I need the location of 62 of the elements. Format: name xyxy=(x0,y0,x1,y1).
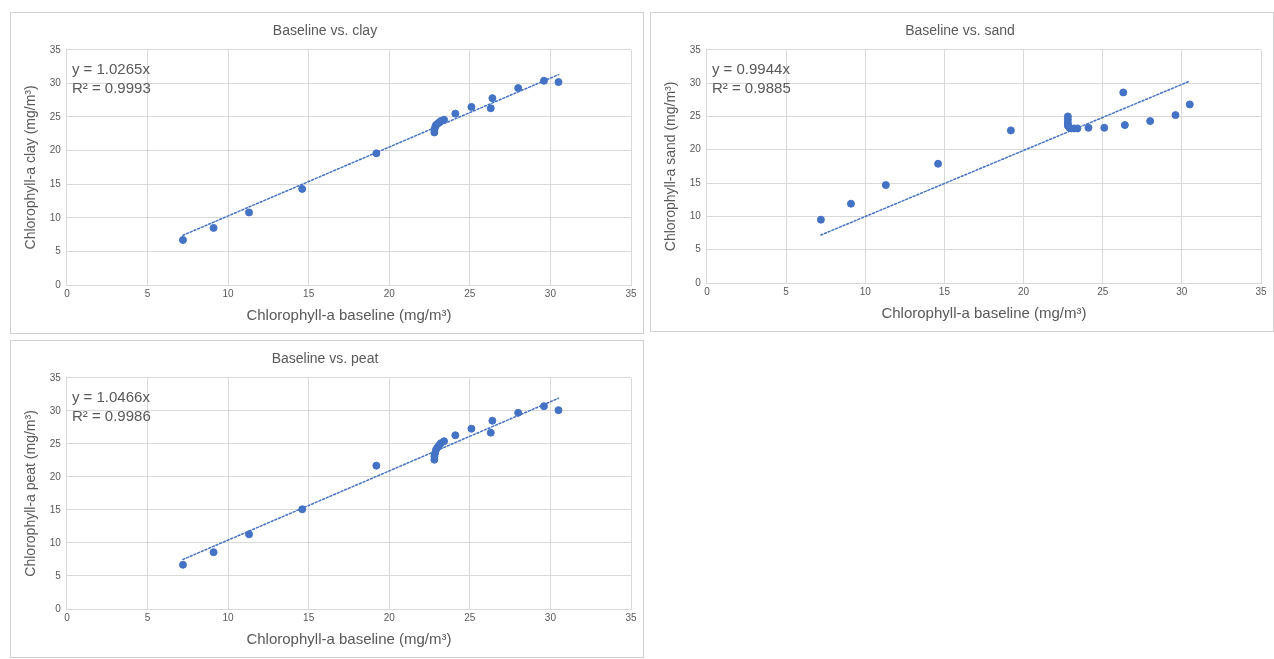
y-tick-label: 10 xyxy=(49,536,62,548)
annotation: R² = 0.9986 xyxy=(71,407,151,425)
x-tick-label: 5 xyxy=(783,285,790,297)
x-tick-label: 20 xyxy=(1017,285,1030,297)
y-tick-label: 20 xyxy=(49,470,62,482)
y-tick-label: 25 xyxy=(49,437,62,449)
x-tick-label: 25 xyxy=(464,287,476,299)
x-tick-label: 15 xyxy=(303,287,315,299)
annotation: y = 1.0265x xyxy=(71,60,151,78)
x-tick-label: 35 xyxy=(1255,285,1267,297)
x-tick-label: 5 xyxy=(144,287,151,299)
y-tick-label: 0 xyxy=(55,602,62,614)
x-axis-title: Chlorophyll-a baseline (mg/m³) xyxy=(246,306,452,324)
y-tick-label: 20 xyxy=(49,144,62,156)
y-tick-label: 35 xyxy=(49,371,62,383)
x-axis-title: Chlorophyll-a baseline (mg/m³) xyxy=(246,630,452,648)
x-tick-label: 20 xyxy=(383,287,396,299)
x-tick-label: 15 xyxy=(938,285,951,297)
x-tick-label: 25 xyxy=(1097,285,1109,297)
y-tick-label: 30 xyxy=(689,76,702,88)
x-tick-label: 15 xyxy=(303,611,315,623)
x-tick-label: 30 xyxy=(1176,285,1188,297)
y-tick-label: 30 xyxy=(49,77,62,89)
x-tick-label: 35 xyxy=(625,287,637,299)
x-tick-label: 0 xyxy=(64,611,71,623)
chart-title: Baseline vs. clay xyxy=(272,22,378,39)
y-tick-label: 35 xyxy=(689,43,702,55)
x-tick-label: 30 xyxy=(544,611,557,623)
y-tick-label: 20 xyxy=(689,143,702,155)
y-tick-label: 5 xyxy=(55,569,62,581)
annotation: y = 1.0466x xyxy=(71,388,151,406)
y-axis-title: Chlorophyll-a sand (mg/m³) xyxy=(662,81,679,252)
x-tick-label: 30 xyxy=(544,287,557,299)
y-tick-label: 10 xyxy=(689,210,702,222)
y-tick-label: 30 xyxy=(49,404,62,416)
x-tick-label: 0 xyxy=(704,285,711,297)
y-tick-label: 35 xyxy=(49,43,62,55)
annotation: R² = 0.9885 xyxy=(711,79,791,97)
annotation: y = 0.9944x xyxy=(711,60,791,78)
annotation: R² = 0.9993 xyxy=(71,79,151,97)
x-tick-label: 10 xyxy=(222,287,235,299)
y-axis-title: Chlorophyll-a peat (mg/m³) xyxy=(22,410,39,577)
chart-title: Baseline vs. sand xyxy=(905,22,1015,39)
chart-title: Baseline vs. peat xyxy=(271,350,379,367)
x-tick-label: 10 xyxy=(859,285,872,297)
x-tick-label: 20 xyxy=(383,611,396,623)
x-tick-label: 10 xyxy=(222,611,235,623)
x-axis-title: Chlorophyll-a baseline (mg/m³) xyxy=(881,304,1087,322)
y-tick-label: 5 xyxy=(695,243,702,255)
x-tick-label: 5 xyxy=(144,611,151,623)
y-tick-label: 25 xyxy=(49,110,62,122)
y-axis-title: Chlorophyll-a clay (mg/m³) xyxy=(22,85,39,250)
x-tick-label: 35 xyxy=(625,611,637,623)
y-tick-label: 0 xyxy=(695,276,702,288)
y-tick-label: 10 xyxy=(49,211,62,223)
y-tick-label: 15 xyxy=(49,177,62,189)
y-tick-label: 25 xyxy=(689,110,702,122)
x-tick-label: 25 xyxy=(464,611,476,623)
x-tick-label: 0 xyxy=(64,287,71,299)
y-tick-label: 5 xyxy=(55,245,62,257)
y-tick-label: 15 xyxy=(49,503,62,515)
y-tick-label: 15 xyxy=(689,176,702,188)
